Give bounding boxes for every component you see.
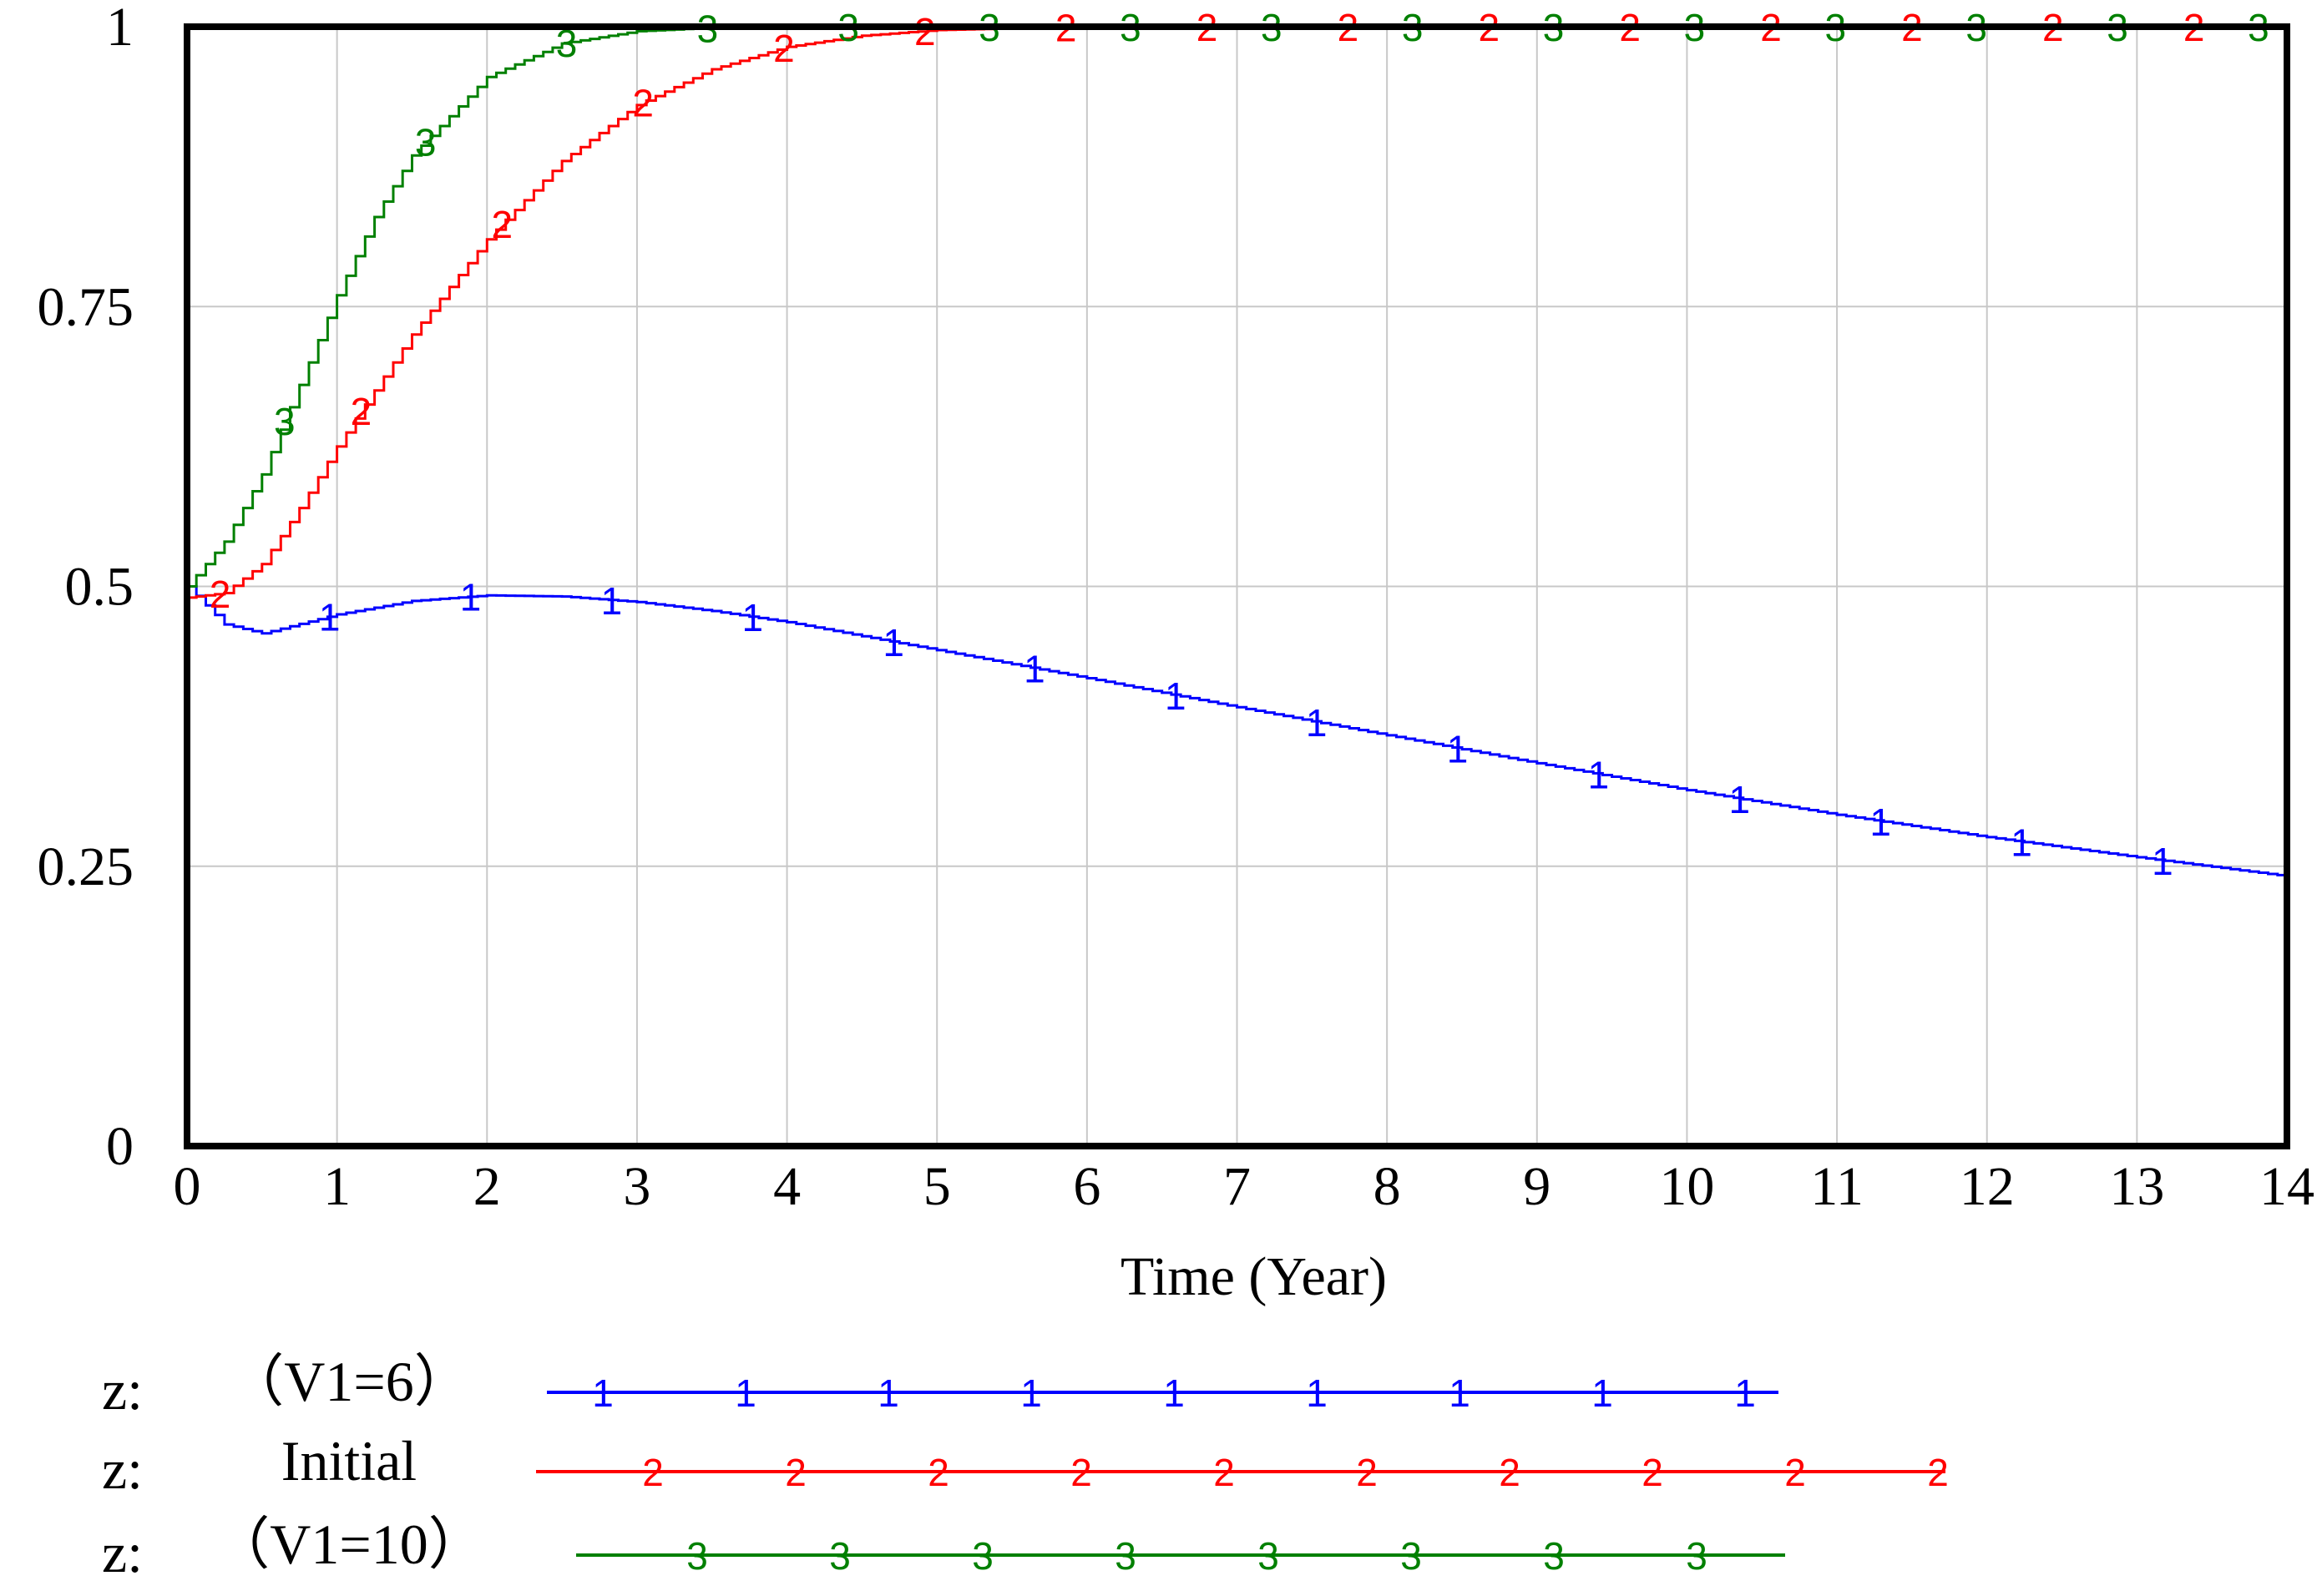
- series-1-marker: 1: [460, 576, 482, 619]
- series-2-marker: 2: [351, 390, 372, 433]
- plot-frame: [184, 23, 2290, 1149]
- y-tick-label: 0: [106, 1116, 134, 1177]
- series-1-marker: 1: [601, 579, 623, 623]
- series-1-marker: 1: [1869, 801, 1891, 844]
- series-1-marker: 1: [2011, 821, 2032, 864]
- legend-marker: 2: [1927, 1451, 1949, 1494]
- legend-marker: 2: [1356, 1451, 1378, 1494]
- x-tick-label: 9: [1523, 1156, 1551, 1217]
- legend: z: （V1=6） 1 1 1 1 1 1 1 1 1 z: Initial 2 2 2 2 2 2 2 2 2 2 z: （V…: [102, 1350, 1949, 1584]
- legend-marker: 2: [785, 1451, 807, 1494]
- series-2-marker: 2: [491, 203, 513, 246]
- x-tick-label: 5: [923, 1156, 951, 1217]
- legend-marker: 2: [928, 1451, 949, 1494]
- legend-marker: 1: [1306, 1371, 1328, 1415]
- x-tick-label: 0: [174, 1156, 201, 1217]
- legend-marker: 1: [1163, 1371, 1185, 1415]
- legend-marker: 3: [1257, 1534, 1279, 1578]
- legend-marker: 1: [592, 1371, 614, 1415]
- y-tick-label: 0.75: [38, 276, 134, 337]
- legend-marker: 2: [1784, 1451, 1806, 1494]
- legend-marker: 3: [1543, 1534, 1565, 1578]
- legend-item-2: z: Initial 2 2 2 2 2 2 2 2 2 2: [102, 1429, 1949, 1501]
- y-tick-label: 0.25: [38, 836, 134, 897]
- legend-marker: 1: [1020, 1371, 1042, 1415]
- series-2-marker: 2: [632, 81, 654, 124]
- legend-series-name: z:: [102, 1521, 143, 1584]
- legend-marker: 1: [735, 1371, 756, 1415]
- series-1-marker: 1: [1024, 648, 1045, 691]
- legend-marker: 2: [1642, 1451, 1663, 1494]
- series-3-marker: 3: [274, 400, 296, 443]
- legend-marker: 1: [1591, 1371, 1613, 1415]
- x-tick-label: 7: [1223, 1156, 1251, 1217]
- legend-marker: 1: [1449, 1371, 1470, 1415]
- x-tick-label: 14: [2259, 1156, 2314, 1217]
- series-3-marker: 3: [415, 120, 437, 164]
- legend-marker: 2: [642, 1451, 664, 1494]
- legend-marker: 2: [1213, 1451, 1235, 1494]
- legend-marker: 1: [878, 1371, 899, 1415]
- series-1-marker: 1: [319, 595, 341, 639]
- series-1-marker: 1: [1306, 701, 1328, 745]
- x-tick-label: 13: [2109, 1156, 2164, 1217]
- legend-series-label: （V1=6）: [227, 1350, 470, 1413]
- legend-series-name: z:: [102, 1437, 143, 1501]
- x-tick-label: 2: [473, 1156, 501, 1217]
- y-tick-label: 1: [106, 0, 134, 58]
- series-1-marker: 1: [741, 596, 763, 639]
- series-1-marker: 1: [1447, 728, 1469, 771]
- series-1-line: [187, 585, 2289, 876]
- legend-marker: 3: [686, 1534, 708, 1578]
- series-1-marker: 1: [1729, 778, 1751, 821]
- series-1-marker: 1: [883, 621, 904, 664]
- x-tick-label: 1: [323, 1156, 351, 1217]
- series-1: 1 1 1 1 1 1 1 1 1 1 1 1 1 1: [187, 576, 2289, 883]
- legend-marker: 3: [1686, 1534, 1707, 1578]
- series-1-marker: 1: [1588, 754, 1610, 797]
- legend-item-3: z: （V1=10） 3 3 3 3 3 3 3 3: [102, 1513, 1785, 1584]
- legend-item-1: z: （V1=6） 1 1 1 1 1 1 1 1 1: [102, 1350, 1778, 1422]
- x-tick-label: 3: [623, 1156, 650, 1217]
- legend-marker: 3: [1400, 1534, 1422, 1578]
- legend-marker: 3: [829, 1534, 851, 1578]
- x-tick-label: 12: [1960, 1156, 2015, 1217]
- x-tick-label: 6: [1073, 1156, 1100, 1217]
- x-axis-title: Time (Year): [1121, 1246, 1387, 1307]
- x-tick-label: 11: [1810, 1156, 1864, 1217]
- legend-marker: 1: [1734, 1371, 1756, 1415]
- legend-marker: 2: [1499, 1451, 1520, 1494]
- legend-marker: 3: [972, 1534, 994, 1578]
- legend-series-name: z:: [102, 1358, 143, 1422]
- series-1-marker: 1: [1165, 674, 1186, 718]
- series-2-marker: 2: [210, 573, 231, 616]
- legend-marker: 3: [1115, 1534, 1136, 1578]
- x-tick-label: 4: [773, 1156, 801, 1217]
- series-2-marker: 2: [914, 10, 936, 53]
- legend-series-label: （V1=10）: [213, 1513, 484, 1576]
- legend-marker: 2: [1070, 1451, 1092, 1494]
- x-tick-label: 10: [1659, 1156, 1714, 1217]
- y-tick-label: 0.5: [65, 557, 134, 618]
- legend-series-label: Initial: [281, 1429, 417, 1492]
- x-tick-label: 8: [1373, 1156, 1401, 1217]
- series-1-marker: 1: [2152, 840, 2173, 883]
- series-2-marker: 2: [773, 27, 795, 70]
